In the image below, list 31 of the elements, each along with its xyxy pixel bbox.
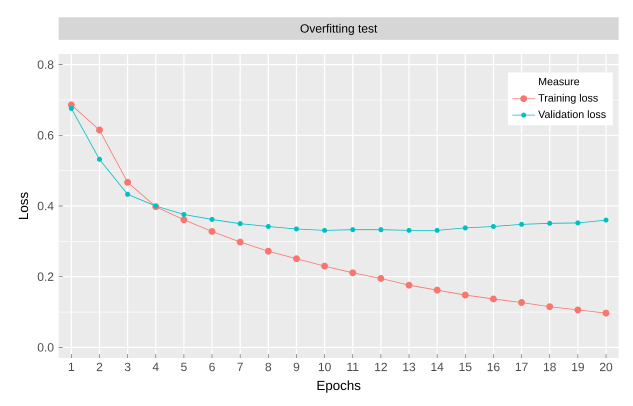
y-axis-title: Loss <box>18 192 28 219</box>
y-tick-label: 0.8 <box>38 60 54 69</box>
x-tick-label: 18 <box>544 362 556 372</box>
chart-title: Overfitting test <box>300 24 378 36</box>
x-tick-label: 4 <box>152 362 159 371</box>
y-tick-label: 0.0 <box>38 343 54 352</box>
x-tick-label: 7 <box>237 362 243 371</box>
x-tick-label: 11 <box>347 362 358 371</box>
legend-label: Training loss <box>538 94 598 104</box>
legend-label: Validation loss <box>538 110 606 118</box>
x-axis-title: Epochs <box>318 380 360 393</box>
x-tick-label: 19 <box>572 362 584 372</box>
x-tick-label: 1 <box>68 362 74 371</box>
x-tick-label: 2 <box>96 362 102 372</box>
legend-title: Measure <box>539 78 580 86</box>
y-tick-label: 0.2 <box>38 272 54 281</box>
y-tick-label: 0.6 <box>38 131 54 140</box>
x-tick-label: 5 <box>181 362 187 372</box>
x-tick-label: 12 <box>375 362 387 372</box>
x-tick-label: 16 <box>488 362 500 372</box>
x-tick-label: 9 <box>294 362 300 372</box>
x-tick-label: 13 <box>403 362 416 372</box>
x-tick-label: 14 <box>431 362 444 371</box>
x-tick-label: 8 <box>266 362 272 372</box>
x-tick-label: 17 <box>516 362 528 371</box>
x-tick-label: 20 <box>600 362 612 372</box>
y-tick-label: 0.4 <box>38 202 54 210</box>
x-tick-label: 3 <box>124 362 130 372</box>
x-tick-label: 6 <box>209 362 215 372</box>
x-tick-label: 15 <box>460 362 472 372</box>
x-tick-label: 10 <box>318 362 331 372</box>
